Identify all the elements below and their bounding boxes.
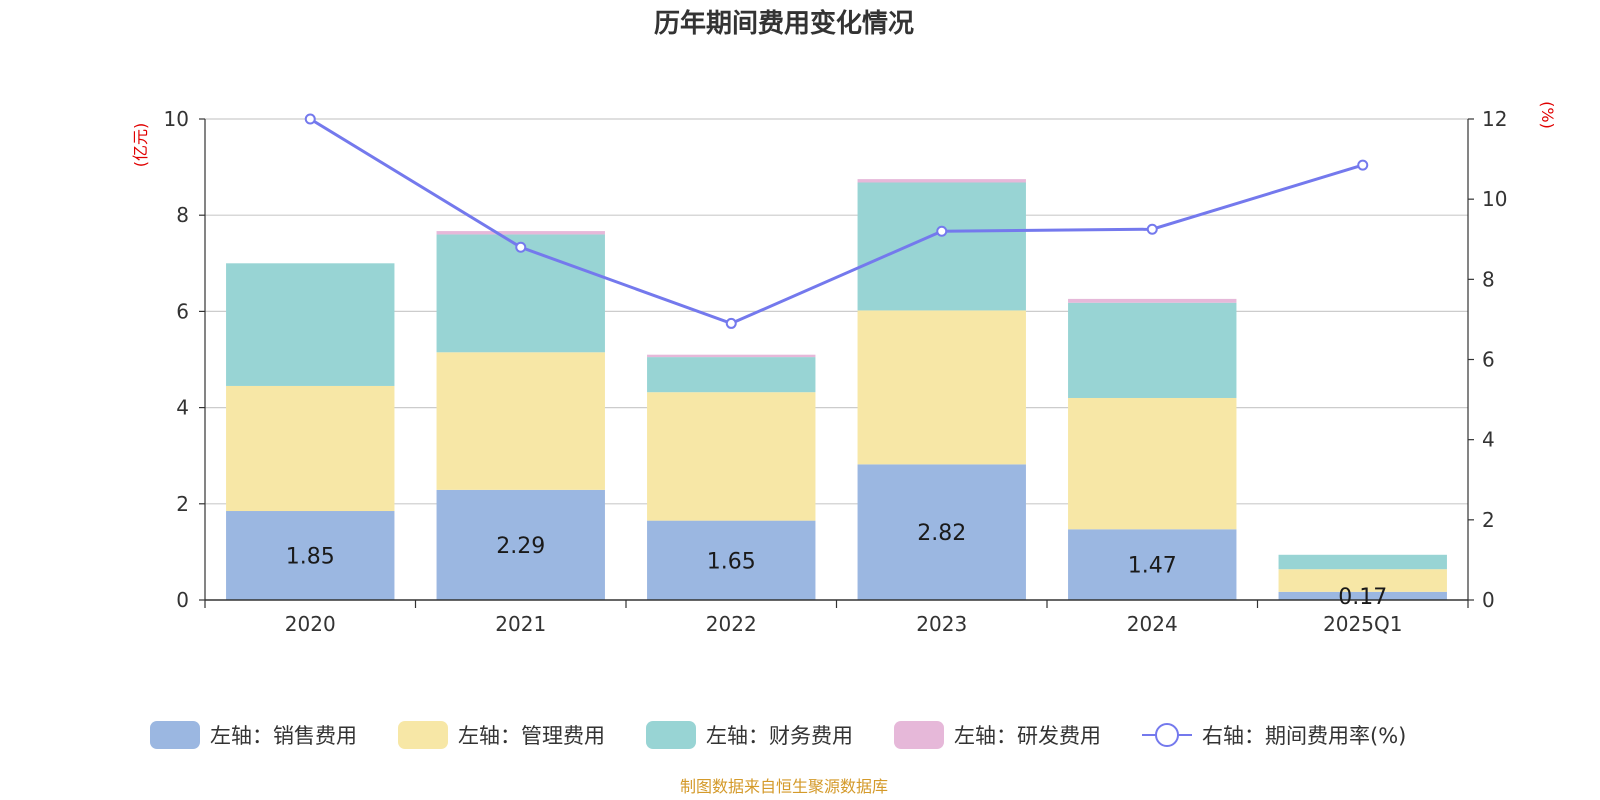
source-note: 制图数据来自恒生聚源数据库: [680, 777, 888, 796]
line-point: [1146, 223, 1158, 235]
legend-label: 左轴：财务费用: [706, 724, 853, 748]
bar-finance: [647, 357, 816, 393]
labels-layer: 1.85 2.29 1.65 2.82 1.47 0.17: [286, 521, 1387, 610]
data-label-sales: 1.47: [1128, 554, 1177, 579]
x-axis-tick-label: 2025Q1: [1323, 612, 1402, 636]
bar-rd: [647, 354, 816, 358]
left-axis-tick-label: 2: [176, 492, 189, 516]
bar-sales: [647, 520, 816, 600]
bar-sales: [1068, 529, 1237, 600]
left-axis-tick-label: 6: [176, 299, 189, 323]
line-point: [1357, 159, 1369, 171]
bar-admin: [436, 352, 605, 490]
bar-sales: [436, 489, 605, 600]
legend-swatch-finance: [646, 721, 696, 749]
line-point: [936, 225, 948, 237]
bars-layer: [226, 179, 1447, 600]
chart-title: 历年期间费用变化情况: [654, 8, 914, 39]
right-axis-tick-label: 2: [1482, 508, 1495, 532]
bar-admin: [226, 385, 395, 512]
line-point: [725, 317, 737, 329]
right-axis-tick-label: 4: [1482, 428, 1495, 452]
left-axis-tick-label: 0: [176, 588, 189, 612]
bar-admin: [857, 310, 1026, 465]
data-label-sales: 1.85: [286, 545, 335, 570]
bar-rd: [436, 231, 605, 235]
x-axis-tick-label: 2020: [285, 612, 336, 636]
right-axis-unit: (%): [1538, 101, 1557, 129]
bar-finance: [436, 234, 605, 353]
data-label-sales: 0.17: [1338, 585, 1387, 610]
legend-label: 左轴：销售费用: [210, 724, 357, 748]
legend-swatch-marker: [1155, 723, 1179, 747]
line-point: [304, 113, 316, 125]
legend-label: 右轴：期间费用率(%): [1202, 724, 1406, 748]
bar-sales: [857, 464, 1026, 600]
right-axis-tick-label: 0: [1482, 588, 1495, 612]
bar-sales: [1278, 591, 1447, 600]
bar-finance: [857, 182, 1026, 311]
legend: 左轴：销售费用 左轴：管理费用 左轴：财务费用 左轴：研发费用 右轴：期间费用率(%): [150, 721, 1406, 749]
legend-swatch-sales: [150, 721, 200, 749]
left-axis-tick-label: 8: [176, 203, 189, 227]
line-series-expense-rate: [309, 117, 1364, 326]
bar-finance: [1068, 302, 1237, 398]
legend-swatch-admin: [398, 721, 448, 749]
x-axis-tick-label: 2023: [916, 612, 967, 636]
x-axis-tick-label: 2021: [495, 612, 546, 636]
line-point: [515, 241, 527, 253]
x-axis-tick-label: 2024: [1127, 612, 1178, 636]
legend-label: 左轴：研发费用: [954, 724, 1101, 748]
bar-finance: [1278, 554, 1447, 570]
left-axis-tick-label: 4: [176, 396, 189, 420]
right-axis-tick-label: 10: [1482, 187, 1507, 211]
bar-rd: [1068, 298, 1237, 303]
legend-label: 左轴：管理费用: [458, 724, 605, 748]
left-axis-unit: (亿元): [131, 123, 150, 168]
bar-sales: [226, 511, 395, 600]
data-label-sales: 2.82: [917, 521, 966, 546]
bar-finance: [226, 263, 395, 386]
axes-layer: 0 2 4 6 8 10 0 2 4 6 8 10 12 2020 2021 2022 2023 2024 2025…: [164, 107, 1508, 636]
left-axis-tick-label: 10: [164, 107, 189, 131]
bar-rd: [857, 179, 1026, 183]
right-axis-tick-label: 6: [1482, 348, 1495, 372]
right-axis-tick-label: 8: [1482, 267, 1495, 291]
data-label-sales: 2.29: [496, 534, 545, 559]
x-axis-tick-label: 2022: [706, 612, 757, 636]
bar-admin: [1278, 569, 1447, 592]
data-label-sales: 1.65: [707, 549, 756, 574]
legend-swatch-rd: [894, 721, 944, 749]
grid-layer: [205, 118, 1468, 505]
right-axis-tick-label: 12: [1482, 107, 1507, 131]
line-layer: [304, 113, 1369, 329]
bar-admin: [1068, 397, 1237, 530]
bar-admin: [647, 392, 816, 521]
